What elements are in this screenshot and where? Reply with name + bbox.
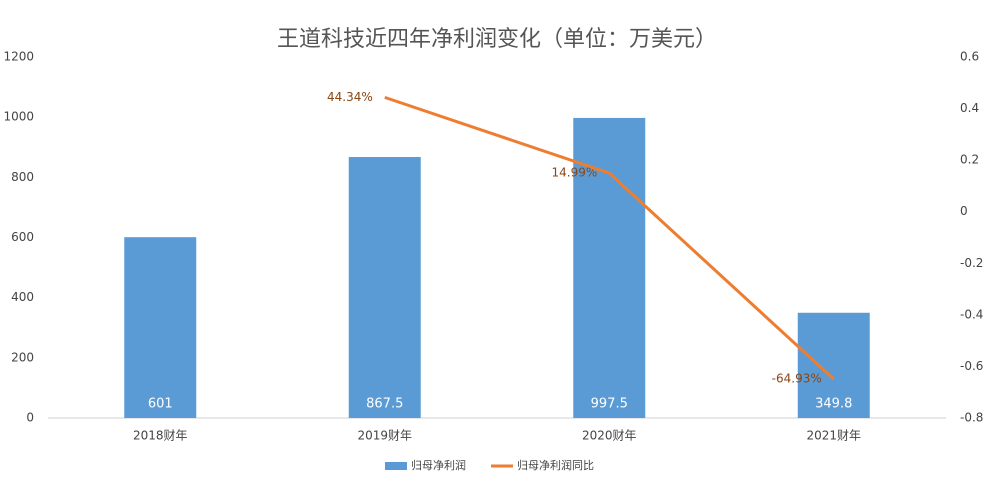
x-tick-label: 2018财年 [133, 429, 188, 443]
line-value-label: 14.99% [551, 166, 597, 180]
bar [348, 157, 421, 418]
y2-tick-label: 0.2 [960, 153, 979, 167]
x-tick-label: 2020财年 [582, 429, 637, 443]
bar-value-label: 349.8 [815, 397, 852, 412]
bar [124, 237, 197, 418]
y2-tick-label: 0.4 [960, 101, 979, 115]
bar [573, 117, 646, 418]
legend-label: 归母净利润同比 [517, 458, 594, 472]
bar [797, 312, 870, 418]
y-tick-label: 0 [26, 411, 34, 425]
chart-title: 王道科技近四年净利润变化（单位：万美元） [277, 27, 717, 52]
y-tick-label: 400 [11, 290, 34, 304]
line-value-label: -64.93% [772, 372, 822, 386]
y-tick-label: 200 [11, 350, 34, 364]
y2-tick-label: -0.6 [960, 359, 983, 373]
y-tick-label: 600 [11, 230, 34, 244]
bar-value-label: 601 [148, 397, 173, 412]
line-value-label: 44.34% [327, 90, 373, 104]
y-tick-label: 1000 [3, 110, 34, 124]
x-tick-label: 2021财年 [806, 429, 861, 443]
y2-tick-label: -0.4 [960, 307, 983, 321]
y2-tick-label: -0.2 [960, 256, 983, 270]
y2-tick-label: 0 [960, 204, 968, 218]
y-tick-label: 1200 [3, 50, 34, 64]
legend-label: 归母净利润 [411, 458, 466, 472]
bar-value-label: 867.5 [366, 397, 403, 412]
bar-value-label: 997.5 [591, 397, 628, 412]
y2-tick-label: -0.8 [960, 411, 983, 425]
x-tick-label: 2019财年 [357, 429, 412, 443]
legend-swatch [385, 462, 407, 470]
line [384, 95, 835, 381]
y-tick-label: 800 [11, 170, 34, 184]
y2-tick-label: 0.6 [960, 50, 979, 64]
